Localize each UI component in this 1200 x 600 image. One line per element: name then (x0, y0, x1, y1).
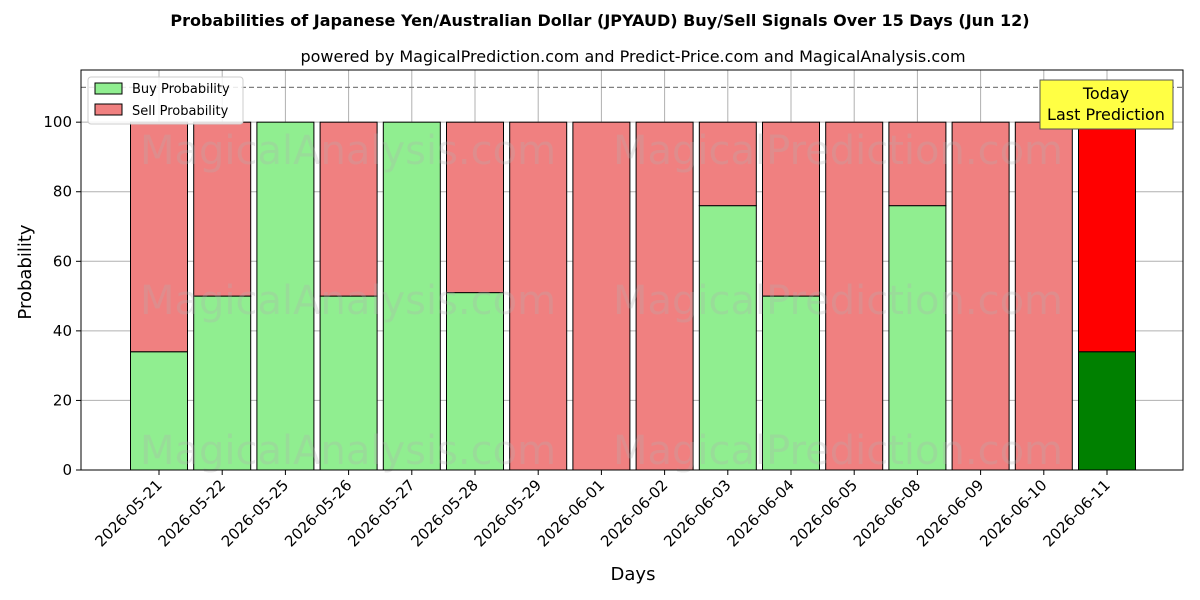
buy-bar (762, 295, 820, 471)
x-axis-ticks: 2026-05-212026-05-222026-05-252026-05-26… (91, 470, 1114, 550)
sell-bar (130, 121, 188, 353)
watermark-text: MagicalPrediction.com (613, 278, 1063, 324)
sell-bar (1014, 121, 1073, 471)
sell-bar (951, 121, 1010, 471)
chart-subtitle: powered by MagicalPrediction.com and Pre… (300, 47, 965, 66)
x-tick-label: 2026-06-11 (1039, 476, 1113, 550)
watermark-text: MagicalPrediction.com (613, 428, 1063, 474)
x-tick-label: 2026-06-08 (850, 476, 924, 550)
y-tick-label: 20 (53, 391, 72, 409)
x-tick-label: 2026-05-28 (407, 476, 481, 550)
today-annotation: Today Last Prediction (1039, 79, 1174, 130)
sell-bar (572, 121, 631, 471)
sell-bar (509, 121, 568, 471)
bars (130, 121, 1136, 471)
legend-buy-label: Buy Probability (132, 82, 230, 97)
buy-bar (193, 295, 252, 471)
legend-box (87, 76, 244, 125)
watermarks: MagicalAnalysis.com MagicalPrediction.com… (140, 128, 1063, 474)
sell-bar (698, 121, 757, 207)
x-tick-label: 2026-06-01 (534, 476, 608, 550)
x-tick-label: 2026-05-25 (218, 476, 292, 550)
buy-bar (1078, 351, 1136, 471)
buy-bar (319, 295, 378, 471)
buy-bar (446, 292, 504, 471)
y-tick-label: 100 (43, 113, 72, 131)
x-tick-label: 2026-05-21 (91, 476, 165, 550)
today-line1: Today (1082, 84, 1129, 103)
x-tick-label: 2026-06-05 (787, 476, 861, 550)
buy-bar (698, 205, 757, 471)
x-tick-label: 2026-06-03 (660, 476, 734, 550)
legend-sell-swatch (94, 103, 123, 116)
today-box (1039, 79, 1174, 130)
buy-bar (256, 121, 315, 471)
x-tick-label: 2026-05-26 (281, 476, 355, 550)
x-tick-label: 2026-06-09 (913, 476, 987, 550)
y-tick-label: 0 (62, 461, 72, 479)
plot-frame (80, 69, 1184, 471)
x-axis-label: Days (611, 564, 656, 585)
watermark-text: MagicalPrediction.com (613, 128, 1063, 174)
sell-bar (762, 121, 820, 297)
x-tick-label: 2026-05-27 (344, 476, 418, 550)
sell-bar (319, 121, 378, 297)
sell-bar (1078, 121, 1136, 353)
legend: Buy Probability Sell Probability (87, 76, 244, 125)
x-tick-label: 2026-05-29 (471, 476, 545, 550)
legend-sell-label: Sell Probability (132, 104, 229, 119)
sell-bar (888, 121, 947, 207)
today-line2: Last Prediction (1047, 105, 1165, 124)
x-tick-label: 2026-05-22 (155, 476, 229, 550)
sell-bar (825, 121, 884, 471)
watermark-text: MagicalAnalysis.com (140, 128, 556, 174)
x-tick-label: 2026-06-02 (597, 476, 671, 550)
buy-bar (888, 205, 947, 471)
x-tick-label: 2026-06-10 (976, 476, 1050, 550)
legend-buy-swatch (94, 82, 123, 95)
y-tick-label: 40 (53, 322, 72, 340)
y-axis-ticks: 0 20 40 60 80 100 (43, 113, 81, 479)
watermark-text: MagicalAnalysis.com (140, 278, 556, 324)
x-tick-label: 2026-06-04 (723, 476, 797, 550)
buy-bar (382, 121, 441, 471)
watermark-text: MagicalAnalysis.com (140, 428, 556, 474)
y-axis-label: Probability (15, 224, 36, 319)
chart-title: Probabilities of Japanese Yen/Australian… (170, 11, 1029, 30)
y-tick-label: 80 (53, 183, 72, 201)
sell-bar (635, 121, 694, 471)
y-tick-label: 60 (53, 252, 72, 270)
sell-bar (446, 121, 504, 294)
